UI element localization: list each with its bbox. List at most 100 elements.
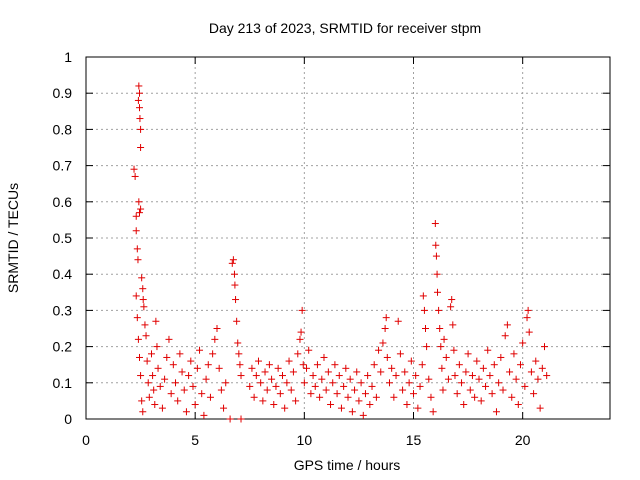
y-tick-label: 0.4: [53, 266, 73, 282]
data-point: [497, 353, 505, 361]
x-axis-label: GPS time / hours: [294, 457, 401, 473]
axis-ticks: 00.10.20.30.40.50.60.70.80.910 5 10 15 20: [53, 49, 610, 448]
data-point: [149, 372, 157, 380]
data-point: [366, 401, 374, 409]
data-point: [135, 89, 143, 97]
data-point: [137, 205, 145, 213]
data-point: [204, 361, 212, 369]
data-point: [151, 401, 159, 409]
data-point: [324, 368, 332, 376]
data-point: [331, 361, 339, 369]
data-point: [492, 408, 500, 416]
data-point: [431, 220, 439, 228]
data-point: [309, 372, 317, 380]
data-point: [477, 397, 485, 405]
data-point: [228, 259, 236, 267]
data-point: [156, 382, 164, 390]
data-point: [274, 364, 282, 372]
data-point: [287, 386, 295, 394]
data-point: [231, 281, 239, 289]
data-point: [327, 401, 335, 409]
data-point: [254, 357, 262, 365]
data-point: [490, 361, 498, 369]
data-point: [427, 393, 435, 401]
data-point: [407, 357, 415, 365]
data-point: [405, 379, 413, 387]
data-point: [394, 317, 402, 325]
data-point: [355, 397, 363, 405]
data-point: [142, 332, 150, 340]
data-point: [368, 382, 376, 390]
data-point: [132, 212, 140, 220]
data-point: [215, 364, 223, 372]
y-tick-label: 0.9: [53, 85, 73, 101]
data-point: [172, 379, 180, 387]
x-tick-label: 20: [515, 432, 531, 448]
data-point: [434, 288, 442, 296]
data-point: [145, 393, 153, 401]
data-point: [501, 332, 509, 340]
data-point: [512, 375, 520, 383]
data-point: [187, 357, 195, 365]
data-point: [488, 390, 496, 398]
data-point: [138, 274, 146, 282]
data-point: [211, 335, 219, 343]
data-point: [135, 104, 143, 112]
data-point: [530, 390, 538, 398]
data-point: [399, 386, 407, 394]
data-point: [412, 372, 420, 380]
data-point: [137, 125, 145, 133]
data-point: [137, 144, 145, 151]
data-point: [420, 306, 428, 314]
data-point: [381, 325, 389, 332]
data-point: [133, 314, 141, 322]
data-point: [418, 361, 426, 369]
data-point: [230, 270, 238, 278]
y-tick-label: 0.5: [53, 230, 73, 246]
data-point: [410, 390, 417, 398]
data-point: [148, 350, 155, 358]
data-point: [453, 390, 461, 398]
data-point: [237, 415, 245, 423]
data-point: [139, 285, 147, 293]
data-point: [307, 390, 315, 398]
data-point: [514, 401, 522, 409]
data-point: [202, 375, 210, 383]
data-point: [268, 375, 276, 383]
data-point: [292, 397, 300, 405]
data-point: [134, 256, 142, 264]
data-point: [176, 350, 184, 358]
data-point: [198, 390, 206, 398]
data-point: [234, 339, 242, 347]
data-point: [232, 296, 240, 304]
y-tick-label: 0: [64, 411, 72, 427]
data-point: [503, 321, 511, 329]
y-tick-label: 0.3: [53, 302, 73, 318]
data-point: [425, 375, 433, 383]
data-point: [508, 393, 516, 401]
data-point: [209, 350, 217, 358]
y-tick-label: 0.6: [53, 194, 73, 210]
data-point: [163, 353, 171, 361]
data-point: [281, 404, 289, 412]
data-point: [270, 401, 278, 409]
data-point: [419, 292, 427, 300]
data-point: [152, 317, 160, 325]
data-point: [432, 241, 440, 249]
data-point: [460, 401, 468, 409]
data-point: [523, 314, 531, 322]
data-point: [382, 314, 390, 322]
data-point: [444, 375, 452, 383]
data-point: [178, 368, 186, 376]
data-point: [455, 361, 463, 369]
data-point: [521, 382, 529, 390]
data-points: [130, 82, 551, 423]
data-point: [449, 321, 457, 329]
data-point: [499, 386, 507, 394]
data-point: [180, 386, 188, 394]
data-point: [351, 386, 359, 394]
x-tick-label: 10: [297, 432, 313, 448]
y-axis-label: SRMTID / TECUs: [5, 183, 21, 293]
data-point: [458, 379, 466, 387]
data-point: [167, 390, 175, 398]
